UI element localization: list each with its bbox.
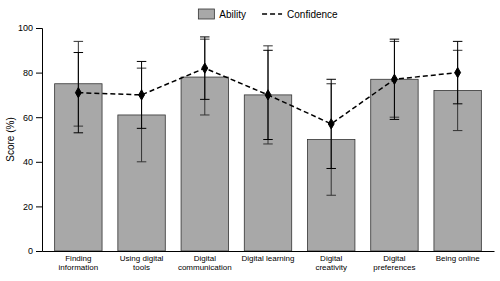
x-tick: Digitalcreativity <box>315 254 347 272</box>
tick-label: Digitalcreativity <box>315 254 347 272</box>
tick-label: 100 <box>18 23 33 33</box>
tick-mark <box>36 206 42 207</box>
error-bar <box>263 50 272 139</box>
error-bar <box>263 46 272 144</box>
tick-label-line: Digital <box>320 254 342 263</box>
legend-swatch <box>198 9 214 19</box>
tick-label-line: Finding <box>65 254 91 263</box>
x-tick: Digitalpreferences <box>373 254 415 272</box>
tick-label-line: creativity <box>315 263 347 272</box>
x-tick: Using digitaltools <box>120 254 164 272</box>
legend-item: Ability <box>198 9 246 20</box>
axis-line <box>43 251 495 252</box>
tick-label: 20 <box>23 202 33 212</box>
tick-mark <box>36 28 42 29</box>
y-tick: 60 <box>23 113 42 123</box>
marker <box>391 74 397 84</box>
y-tick: 0 <box>28 246 42 256</box>
x-tick: Digitalcommunication <box>178 254 232 272</box>
x-axis: Findinginformation Using digitaltools Digi… <box>43 252 495 272</box>
plot-area <box>55 37 482 251</box>
error-bar <box>74 53 83 133</box>
marker <box>75 88 81 98</box>
tick-label-line: Digital <box>383 254 405 263</box>
legend-item: Confidence <box>262 9 338 20</box>
tick-label: 80 <box>23 68 33 78</box>
tick-label: Findinginformation <box>59 254 99 272</box>
marker <box>265 90 271 100</box>
error-bar <box>390 39 399 119</box>
tick-label-line: Digital learning <box>242 254 295 263</box>
marker <box>328 119 334 129</box>
tick-label-line: communication <box>178 263 232 272</box>
tick-mark <box>36 73 42 74</box>
x-tick: Being online <box>436 254 481 263</box>
tick-label: 60 <box>23 113 33 123</box>
legend-label: Ability <box>219 9 246 20</box>
tick-label: 0 <box>28 246 33 256</box>
legend-label: Confidence <box>287 9 338 20</box>
tick-label: Digitalpreferences <box>373 254 415 272</box>
chart: 0 20 40 60 80 100 Findinginformation Using digi… <box>0 0 500 281</box>
tick-label: 40 <box>23 157 33 167</box>
x-tick: Findinginformation <box>59 254 99 272</box>
marker <box>202 63 208 73</box>
y-tick: 100 <box>18 23 42 33</box>
tick-label-line: Using digital <box>120 254 164 263</box>
tick-mark <box>36 117 42 118</box>
y-axis: 0 20 40 60 80 100 <box>18 23 43 256</box>
axis-title: Score (%) <box>5 117 16 161</box>
y-tick: 20 <box>23 202 42 212</box>
y-tick: 40 <box>23 157 42 167</box>
marker <box>139 90 145 100</box>
tick-label: Being online <box>436 254 481 263</box>
error-bar <box>453 41 462 103</box>
tick-label-line: preferences <box>373 263 415 272</box>
x-tick: Digital learning <box>242 254 295 263</box>
tick-label-line: tools <box>133 263 150 272</box>
axis-line <box>36 29 43 252</box>
error-bar <box>200 37 209 99</box>
tick-label-line: Being online <box>436 254 481 263</box>
tick-mark <box>36 251 42 252</box>
error-bar <box>326 79 335 168</box>
legend-swatch <box>262 13 282 15</box>
legend: Ability Confidence <box>198 9 338 20</box>
marker <box>455 68 461 78</box>
tick-label-line: Digital <box>194 254 216 263</box>
tick-label-line: information <box>59 263 99 272</box>
tick-label: Digital learning <box>242 254 295 263</box>
tick-label: Using digitaltools <box>120 254 164 272</box>
y-tick: 80 <box>23 68 42 78</box>
tick-mark <box>36 162 42 163</box>
tick-label: Digitalcommunication <box>178 254 232 272</box>
error-bar <box>137 61 146 128</box>
